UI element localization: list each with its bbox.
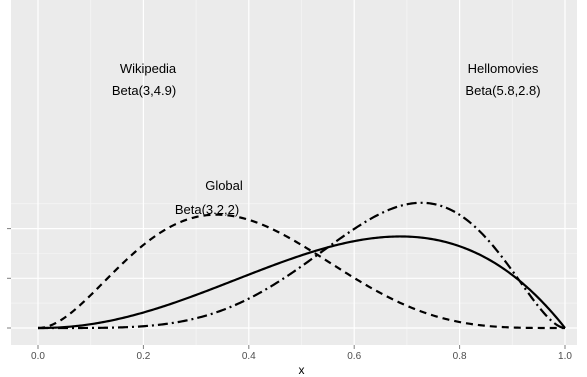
x-tick-label: 0.4 — [242, 351, 256, 362]
x-tick-label: 0.2 — [136, 351, 150, 362]
x-tick-label: 1.0 — [558, 351, 572, 362]
series-curves — [37, 201, 566, 330]
annotation-hellomovies-params: Beta(5.8,2.8) — [465, 83, 540, 98]
series-annotations: Wikipedia Beta(3,4.9) Hellomovies Beta(5.8,… — [112, 61, 541, 217]
annotation-wikipedia-name: Wikipedia — [120, 61, 177, 76]
major-gridlines — [11, 0, 577, 345]
annotation-hellomovies-name: Hellomovies — [468, 61, 539, 76]
annotation-global-params: Beta(3.2,2) — [175, 202, 239, 217]
minor-gridlines — [11, 0, 577, 345]
x-tick-label: 0.6 — [347, 351, 361, 362]
plot-panel — [11, 0, 577, 345]
axes: 0.0 0.2 0.4 0.6 0.8 1.0 — [7, 228, 572, 362]
x-tick-label: 0.8 — [453, 351, 467, 362]
curve-global — [38, 235, 566, 330]
x-axis-title: x — [299, 363, 305, 377]
annotation-global-name: Global — [205, 178, 243, 193]
curve-hellomovies — [38, 201, 566, 330]
annotation-wikipedia-params: Beta(3,4.9) — [112, 83, 176, 98]
curve-wikipedia — [37, 213, 565, 330]
x-tick-label: 0.0 — [31, 351, 45, 362]
